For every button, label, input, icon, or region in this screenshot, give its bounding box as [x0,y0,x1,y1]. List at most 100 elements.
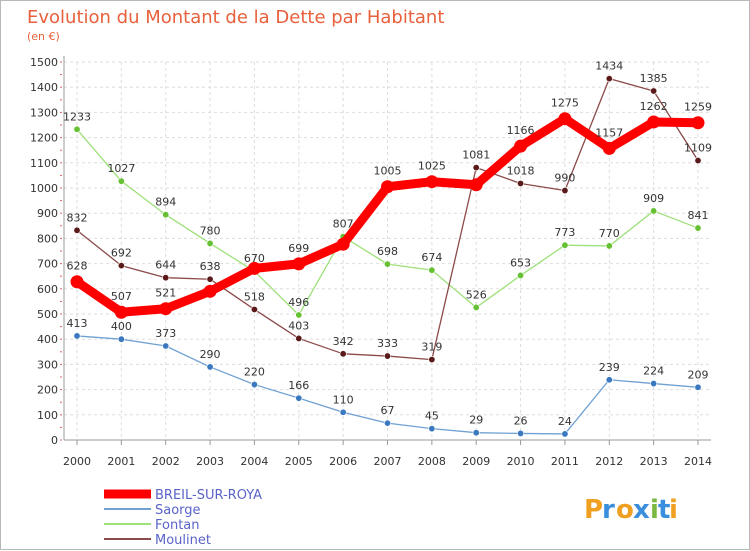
data-point [292,257,306,271]
data-point [162,342,170,350]
data-point [336,237,350,251]
data-point [561,430,569,438]
data-label: 841 [688,209,709,222]
data-point [650,380,658,388]
data-point [295,334,303,342]
data-point [472,303,480,311]
y-tick-label: 1400 [30,81,58,94]
x-tick-label: 2004 [240,455,268,468]
data-label: 909 [643,192,664,205]
data-point [339,408,347,416]
y-tick-label: 300 [37,358,58,371]
x-tick-label: 2005 [285,455,313,468]
data-point [70,275,84,289]
data-label: 373 [155,327,176,340]
data-label: 692 [111,247,132,260]
logo-letter: r [602,495,615,525]
logo-letter: i [650,495,659,525]
x-tick-label: 2010 [507,455,535,468]
data-point [339,350,347,358]
data-label: 1005 [374,165,402,178]
data-label: 1018 [507,164,535,177]
data-point [428,425,436,433]
data-point [162,211,170,219]
data-point [206,239,214,247]
data-point [517,271,525,279]
data-point [517,179,525,187]
series-group [70,75,705,438]
data-point [558,112,572,126]
data-point [73,125,81,133]
data-label: 638 [200,260,221,273]
data-label: 990 [554,172,575,185]
data-label: 628 [67,260,88,273]
data-label: 110 [333,393,354,406]
data-label: 507 [111,290,132,303]
legend-label: BREIL-SUR-ROYA [155,488,262,503]
data-label: 1262 [640,100,668,113]
data-label: 24 [558,415,572,428]
x-tick-label: 2014 [684,455,712,468]
data-label: 239 [599,361,620,374]
data-label: 1275 [551,97,579,110]
data-label: 1025 [418,160,446,173]
data-point [203,284,217,298]
data-point [647,115,661,129]
y-tick-label: 1200 [30,132,58,145]
data-point [114,305,128,319]
x-tick-label: 2013 [640,455,668,468]
data-label: 319 [421,341,442,354]
data-label: 518 [244,290,265,303]
data-point [561,241,569,249]
data-label: 770 [599,227,620,240]
data-label: 526 [466,288,487,301]
y-tick-label: 500 [37,308,58,321]
y-tick-label: 900 [37,207,58,220]
data-point [694,224,702,232]
data-point [691,116,705,130]
data-label: 26 [514,414,528,427]
x-tick-label: 2000 [63,455,91,468]
y-tick-label: 200 [37,384,58,397]
logo-letter: x [633,495,650,525]
data-point [295,311,303,319]
data-label: 220 [244,366,265,379]
y-tick-label: 600 [37,283,58,296]
data-label: 773 [554,226,575,239]
data-label: 496 [288,296,309,309]
data-point [561,187,569,195]
y-tick-label: 700 [37,258,58,271]
data-point [469,178,483,192]
data-label: 333 [377,337,398,350]
data-label: 653 [510,256,531,269]
x-tick-label: 2012 [595,455,623,468]
data-point [117,262,125,270]
data-point [383,352,391,360]
data-point [428,356,436,364]
data-label: 1385 [640,72,668,85]
data-point [73,226,81,234]
legend-label: Moulinet [155,533,211,548]
data-point [425,175,439,189]
x-tick-label: 2002 [152,455,180,468]
x-tick-label: 2008 [418,455,446,468]
y-tick-label: 1100 [30,157,58,170]
legend-label: Fontan [155,518,200,533]
data-point [605,75,613,83]
data-point [428,266,436,274]
y-tick-label: 400 [37,333,58,346]
data-point [162,274,170,282]
data-point [381,180,394,194]
data-label: 644 [155,259,176,272]
data-point [650,207,658,215]
data-label: 1434 [595,60,623,73]
data-label: 1157 [595,126,623,139]
data-label: 290 [200,348,221,361]
data-label: 894 [155,196,176,209]
data-point [206,363,214,371]
data-point [295,394,303,402]
chart-subtitle: (en €) [27,30,60,43]
data-point [250,305,258,313]
data-label: 342 [333,335,354,348]
x-tick-label: 2006 [329,455,357,468]
